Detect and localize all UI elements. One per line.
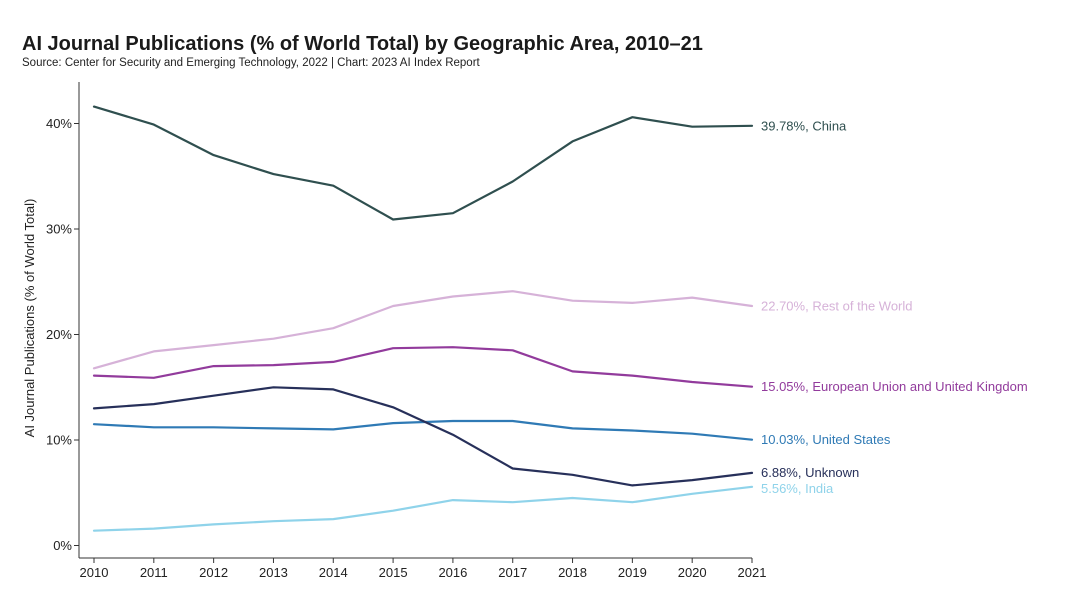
y-tick-label: 20% [46, 327, 72, 342]
x-tick-label: 2021 [738, 565, 767, 580]
y-tick-label: 10% [46, 433, 72, 448]
end-label-unknown: 6.88%, Unknown [761, 465, 859, 480]
series-line-rest-of-the-world [92, 290, 754, 370]
x-tick-label: 2019 [618, 565, 647, 580]
chart-subtitle: Source: Center for Security and Emerging… [22, 57, 480, 69]
chart-series [92, 105, 754, 532]
y-tick-label: 30% [46, 222, 72, 237]
y-tick-label: 40% [46, 116, 72, 131]
x-tick-label: 2010 [80, 565, 109, 580]
x-tick-label: 2020 [678, 565, 707, 580]
chart-end-labels: 39.78%, China 22.70%, Rest of the World 15… [761, 118, 1028, 496]
series-line-india [92, 485, 754, 532]
end-label-european-union-and-united-kingdom: 15.05%, European Union and United Kingdo… [761, 379, 1028, 394]
series-line-united-states [92, 419, 754, 441]
x-tick-label: 2011 [140, 565, 168, 580]
end-label-rest-of-the-world: 22.70%, Rest of the World [761, 299, 913, 314]
series-line-china [92, 105, 754, 221]
series-line-european-union-and-united-kingdom [92, 346, 754, 388]
series-line-unknown [92, 386, 754, 487]
x-tick-label: 2018 [558, 565, 587, 580]
end-label-china: 39.78%, China [761, 118, 847, 133]
chart-title: AI Journal Publications (% of World Tota… [22, 33, 703, 55]
x-tick-label: 2015 [379, 565, 408, 580]
y-axis-label: AI Journal Publications (% of World Tota… [22, 199, 37, 438]
x-tick-label: 2014 [319, 565, 348, 580]
end-label-india: 5.56%, India [761, 481, 834, 496]
x-tick-label: 2016 [438, 565, 467, 580]
x-tick-label: 2012 [199, 565, 228, 580]
end-label-united-states: 10.03%, United States [761, 432, 891, 447]
y-tick-label: 0% [53, 538, 72, 553]
chart-axes: 0% 10% 20% 30% 40% 2010 2011 2012 2013 2014 2015 20… [46, 82, 766, 580]
x-tick-label: 2017 [498, 565, 527, 580]
x-tick-label: 2013 [259, 565, 288, 580]
